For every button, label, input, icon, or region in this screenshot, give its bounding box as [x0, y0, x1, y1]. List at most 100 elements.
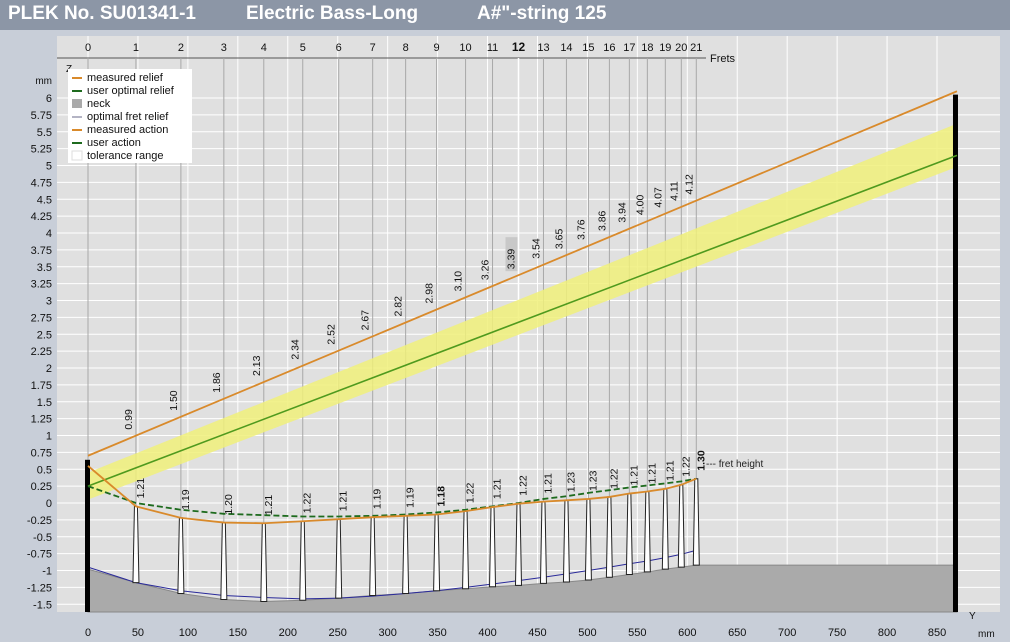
fret-post — [260, 522, 268, 603]
legend-entry: measured action — [87, 124, 168, 136]
title-bar: PLEK No. SU01341-1 Electric Bass-Long A#… — [0, 0, 1010, 30]
fret-post — [489, 506, 497, 588]
bridge-bar — [952, 94, 958, 612]
y-tick-label: 3.75 — [31, 245, 52, 257]
action-value-label: 3.65 — [553, 228, 565, 249]
fret-number: 4 — [261, 42, 267, 54]
y-tick-label: 6 — [46, 93, 52, 105]
instrument-title: Electric Bass-Long — [246, 3, 419, 24]
x-tick-label: 0 — [85, 627, 91, 639]
fret-post — [220, 522, 228, 601]
legend-swatch — [71, 150, 83, 161]
y-tick-label: 4.75 — [31, 177, 52, 189]
fret-post — [299, 520, 307, 601]
fret-number: 5 — [300, 42, 306, 54]
fret-post — [661, 488, 669, 570]
fret-number: 16 — [603, 42, 615, 54]
legend-entry: optimal fret relief — [87, 111, 169, 123]
y-tick-label: 3 — [46, 296, 52, 308]
fret-number: 20 — [675, 42, 687, 54]
action-value-label: 3.26 — [480, 259, 492, 280]
x-tick-label: 250 — [329, 627, 347, 639]
fret-number: 3 — [221, 42, 227, 54]
fret-height-label: 1.22 — [517, 475, 529, 496]
fret-number: 14 — [560, 42, 572, 54]
x-tick-label: 750 — [828, 627, 846, 639]
x-tick-label: 350 — [428, 627, 446, 639]
y-tick-label: 1.5 — [37, 397, 52, 409]
action-value-label: 4.11 — [668, 181, 680, 201]
fret-height-label: 1.22 — [680, 456, 692, 477]
optimal-fret-relief-line — [87, 549, 697, 600]
fret-height-label: 1.21 — [628, 465, 640, 486]
action-value-label: 3.54 — [530, 238, 542, 259]
y-tick-label: 3.25 — [31, 279, 52, 291]
action-value-label: 3.94 — [616, 202, 628, 223]
relief-chart: -1.5 -1.25 -1 -0.75 -0.5 -0.25 0 0.25 0.5 0.75 1 1.… — [0, 30, 1010, 642]
x-tick-label: 800 — [878, 627, 896, 639]
legend-entry: user optimal relief — [87, 85, 175, 97]
fret-post — [605, 496, 613, 578]
y-tick-label: 5.5 — [37, 127, 52, 139]
fret-number: 12 — [512, 40, 526, 54]
fret-height-caption: --- fret height — [706, 459, 763, 470]
fret-number: 2 — [178, 42, 184, 54]
x-tick-label: 850 — [928, 627, 946, 639]
fret-post — [514, 503, 523, 586]
y-tick-label: -1 — [42, 566, 52, 578]
y-tick-label: 0.5 — [37, 464, 52, 476]
fret-post — [625, 493, 633, 576]
legend-swatch — [72, 99, 82, 108]
x-tick-label: 500 — [578, 627, 596, 639]
fret-height-label: 1.21 — [135, 478, 147, 499]
fret-number: 7 — [370, 42, 376, 54]
fret-height-label: 1.21 — [664, 460, 676, 481]
y-tick-label: -1.25 — [27, 582, 52, 594]
fret-number: 9 — [434, 42, 440, 54]
action-value-label: 2.82 — [393, 296, 405, 317]
y-tick-label: 5.25 — [31, 144, 52, 156]
fret-number: 19 — [659, 42, 671, 54]
fret-height-label: 1.23 — [587, 470, 599, 491]
fret-number: 18 — [641, 42, 653, 54]
action-value-label: 2.52 — [326, 324, 338, 345]
legend-entry: measured relief — [87, 72, 164, 84]
y-axis: -1.5 -1.25 -1 -0.75 -0.5 -0.25 0 0.25 0.5 0.75 1 1.… — [27, 64, 1000, 611]
fret-height-label: 1.22 — [302, 493, 314, 514]
x-tick-label: 450 — [528, 627, 546, 639]
measured-action-line — [87, 90, 958, 457]
fret-height-label: 1.22 — [608, 468, 620, 489]
user-action-line — [87, 154, 958, 487]
y-tick-label: 1.25 — [31, 414, 52, 426]
y-tick-label: -1.5 — [33, 599, 52, 611]
fret-number: 0 — [85, 42, 91, 54]
string-title: A#"-string 125 — [477, 3, 607, 24]
fret-height-label: 1.21 — [492, 478, 504, 499]
fret-height-label: 1.21 — [542, 473, 554, 494]
x-tick-label: 100 — [179, 627, 197, 639]
fret-number: 17 — [623, 42, 635, 54]
y-tick-label: 4.25 — [31, 211, 52, 223]
y-tick-label: -0.75 — [27, 549, 52, 561]
y-axis-label: mm — [35, 76, 52, 87]
fret-post — [539, 501, 547, 584]
legend-entry: user action — [87, 137, 141, 149]
action-value-label: 4.07 — [652, 187, 664, 208]
fret-height-label: 1.20 — [223, 494, 235, 515]
nut-bar — [85, 459, 90, 612]
x-tick-label: 700 — [778, 627, 796, 639]
x-tick-label: 50 — [132, 627, 144, 639]
fret-height-label: 1.21 — [646, 463, 658, 484]
action-value-label: 3.39 — [505, 249, 517, 270]
fret-height-label: 1.18 — [436, 486, 448, 507]
y-tick-label: 2.75 — [31, 312, 52, 324]
action-value-label: 2.98 — [424, 283, 436, 304]
y-tick-label: 2 — [46, 363, 52, 375]
x-tick-label: 650 — [728, 627, 746, 639]
fret-height-label: 1.22 — [465, 483, 477, 504]
action-label-highlight — [505, 237, 518, 272]
action-value-label: 2.13 — [251, 355, 263, 376]
fret-axis-label: Frets — [710, 53, 736, 65]
action-value-label: 4.00 — [634, 195, 646, 216]
